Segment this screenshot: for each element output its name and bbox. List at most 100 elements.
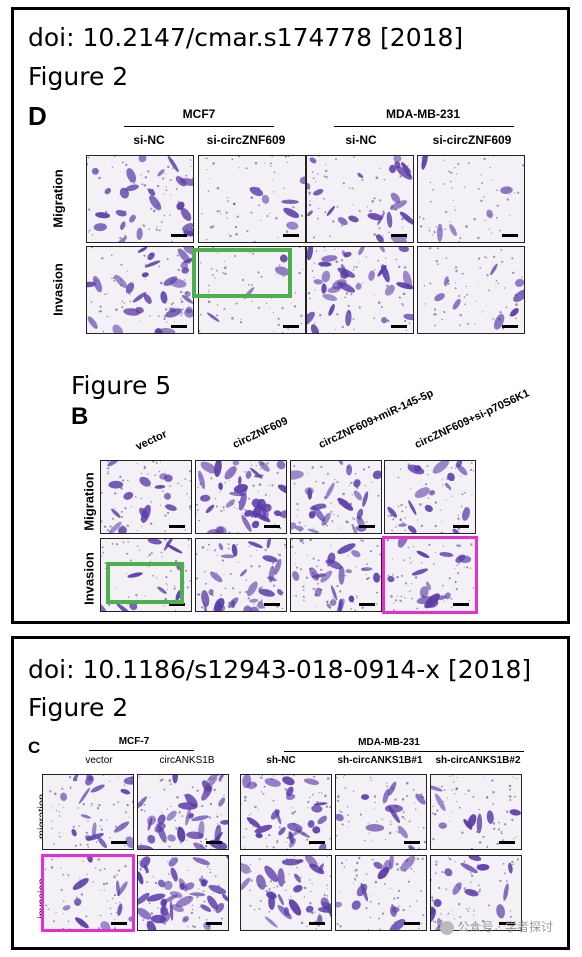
panel-letter: D	[28, 101, 47, 131]
scale-bar	[453, 603, 469, 606]
micrograph	[430, 774, 522, 850]
micrograph	[198, 246, 306, 334]
cell-texture	[423, 247, 524, 330]
micrograph	[42, 855, 134, 931]
micrograph	[195, 460, 287, 534]
scale-bar	[111, 922, 127, 925]
scale-bar	[283, 234, 299, 237]
scale-bar	[359, 603, 375, 606]
cell-texture	[138, 775, 228, 849]
row-label-migration: Migration	[50, 169, 66, 228]
cell-texture	[241, 775, 331, 849]
scale-bar	[206, 922, 222, 925]
column-label: vector	[133, 428, 169, 453]
scale-bar	[453, 525, 469, 528]
figure-label: Figure 2	[28, 693, 129, 722]
scale-bar	[171, 234, 187, 237]
cell-texture	[431, 856, 519, 930]
micrograph	[306, 155, 414, 243]
micrograph	[198, 155, 306, 243]
scale-bar	[264, 603, 280, 606]
row-label-migration: Migration	[81, 472, 97, 531]
figure-label: Figure 5	[71, 371, 172, 400]
cell-texture	[101, 539, 191, 611]
group-label-mda: MDA-MB-231	[358, 737, 420, 748]
group-line-mda	[284, 751, 524, 752]
cell-texture	[199, 247, 305, 333]
cell-texture	[307, 247, 413, 333]
scale-bar	[309, 841, 325, 844]
micrograph	[335, 774, 427, 850]
scale-bar	[359, 525, 375, 528]
scale-bar	[169, 603, 185, 606]
panel-cmar: doi: 10.2147/cmar.s174778 [2018] Figure …	[11, 7, 570, 624]
scale-bar	[264, 525, 280, 528]
micrograph	[100, 538, 192, 612]
micrograph	[137, 774, 229, 850]
micrograph	[417, 155, 525, 243]
cell-texture	[87, 156, 193, 242]
scale-bar	[502, 234, 518, 237]
cell-texture	[138, 856, 228, 930]
scale-bar	[391, 325, 407, 328]
cell-texture	[101, 461, 191, 533]
panel-molcancer: doi: 10.1186/s12943-018-0914-x [2018] Fi…	[11, 636, 570, 950]
column-label: vector	[85, 755, 113, 766]
cell-texture	[201, 156, 305, 242]
scale-bar	[404, 922, 420, 925]
panel-letter: B	[71, 403, 89, 430]
cell-texture	[307, 156, 413, 242]
cell-texture	[419, 156, 524, 242]
cell-texture	[431, 775, 521, 849]
micrograph	[195, 538, 287, 612]
group-label-mda: MDA-MB-231	[385, 107, 460, 121]
micrograph	[335, 855, 427, 931]
column-label: si-circZNF609	[432, 133, 512, 147]
cell-texture	[241, 856, 331, 930]
panel-letter: C	[28, 738, 41, 757]
row-label-invasion: Invasion	[81, 552, 97, 605]
scale-bar	[171, 325, 187, 328]
watermark: 公众号 · 学者探讨	[439, 918, 553, 935]
column-label: sh-circANKS1B#1	[337, 755, 423, 766]
micrograph	[240, 774, 332, 850]
cell-texture	[291, 539, 381, 611]
column-label: circZNF609	[230, 415, 290, 451]
micrograph	[100, 460, 192, 534]
column-label: sh-NC	[266, 755, 296, 766]
doi-text: doi: 10.2147/cmar.s174778 [2018]	[28, 23, 464, 52]
micrograph	[290, 538, 382, 612]
wechat-icon	[439, 920, 454, 935]
group-label-mcf7: MCF7	[182, 107, 216, 121]
cell-texture	[44, 856, 133, 930]
cell-texture	[386, 539, 475, 611]
scale-bar	[206, 841, 222, 844]
micrograph	[290, 460, 382, 534]
micrograph	[384, 538, 476, 612]
watermark-text: 公众号 · 学者探讨	[457, 920, 553, 934]
column-label: si-NC	[345, 133, 377, 147]
cell-texture	[385, 461, 475, 533]
scale-bar	[309, 922, 325, 925]
group-line-mcf7	[124, 126, 274, 127]
cell-texture	[196, 461, 286, 533]
column-label: si-circZNF609	[206, 133, 286, 147]
figure-label: Figure 2	[28, 62, 129, 91]
scale-bar	[283, 325, 299, 328]
micrograph	[137, 855, 229, 931]
micrograph	[417, 246, 525, 334]
column-label: sh-circANKS1B#2	[435, 755, 521, 766]
cell-texture	[87, 247, 193, 333]
cell-texture	[49, 775, 133, 849]
scale-bar	[502, 325, 518, 328]
scale-bar	[169, 525, 185, 528]
group-line-mda	[334, 126, 514, 127]
row-label-invasion: Invasion	[50, 263, 66, 316]
cell-texture	[291, 461, 381, 533]
scale-bar	[499, 922, 515, 925]
column-label: si-NC	[133, 133, 165, 147]
micrograph	[306, 246, 414, 334]
scale-bar	[404, 841, 420, 844]
group-label-mcf7: MCF-7	[118, 736, 150, 747]
scale-bar	[111, 841, 127, 844]
